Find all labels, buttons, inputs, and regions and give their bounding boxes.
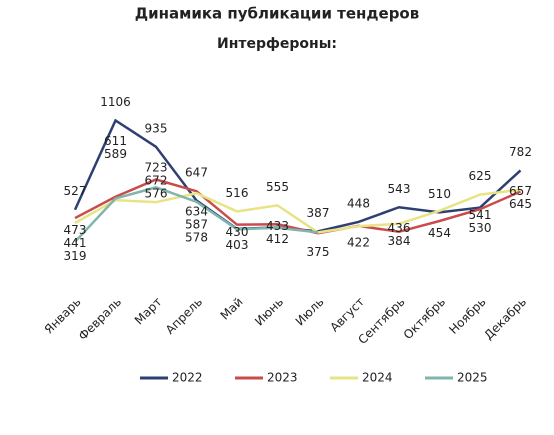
legend-label: 2022 [172,371,203,385]
data-label: 555 [266,180,289,194]
data-label: 672 [145,173,168,187]
data-label: 448 [347,196,370,210]
series-line [73,118,522,233]
data-label: 384 [388,234,411,248]
data-label: 387 [307,206,330,220]
data-label: 541 [469,208,492,222]
data-label: 657 [509,184,532,198]
data-label: 935 [145,121,168,135]
data-label: 527 [64,184,87,198]
data-label: 422 [347,235,370,249]
data-label: 516 [226,186,249,200]
data-label: 1106 [100,95,131,109]
data-label: 441 [64,236,87,250]
data-label: 319 [64,249,87,263]
series-line [74,186,319,243]
x-tick-label: Июнь [252,295,286,329]
data-label: 782 [509,145,532,159]
data-label: 589 [104,147,127,161]
data-label: 430 [226,225,249,239]
data-label: 510 [428,187,451,201]
series-line [74,178,522,235]
x-tick-label: Февраль [76,295,124,343]
legend-label: 2024 [362,371,393,385]
data-label: 375 [307,245,330,259]
data-label: 723 [145,160,168,174]
data-label: 578 [185,231,208,245]
x-tick-label: Апрель [163,295,205,337]
data-label: 645 [509,197,532,211]
data-label: 436 [388,221,411,235]
data-label: 403 [226,238,249,252]
data-label: 576 [145,186,168,200]
data-label: 634 [185,205,208,219]
chart-subtitle: Интерфероны: [217,36,337,52]
legend-label: 2023 [267,371,298,385]
data-label: 587 [185,218,208,232]
data-label: 454 [428,226,451,240]
data-label: 543 [388,182,411,196]
x-tick-label: Декабрь [481,295,529,343]
data-label: 647 [185,166,208,180]
legend-label: 2025 [457,371,488,385]
data-label: 473 [64,223,87,237]
data-label: 412 [266,232,289,246]
data-label: 433 [266,219,289,233]
series-line [74,188,521,234]
data-label: 625 [469,169,492,183]
chart-title: Динамика публикации тендеров [135,5,419,23]
x-tick-label: Март [132,295,165,328]
data-label: 530 [469,221,492,235]
x-tick-label: Май [218,295,246,323]
x-tick-label: Июль [293,295,327,329]
x-tick-label: Октябрь [401,295,448,342]
data-label: 611 [104,134,127,148]
x-tick-label: Август [327,295,367,335]
